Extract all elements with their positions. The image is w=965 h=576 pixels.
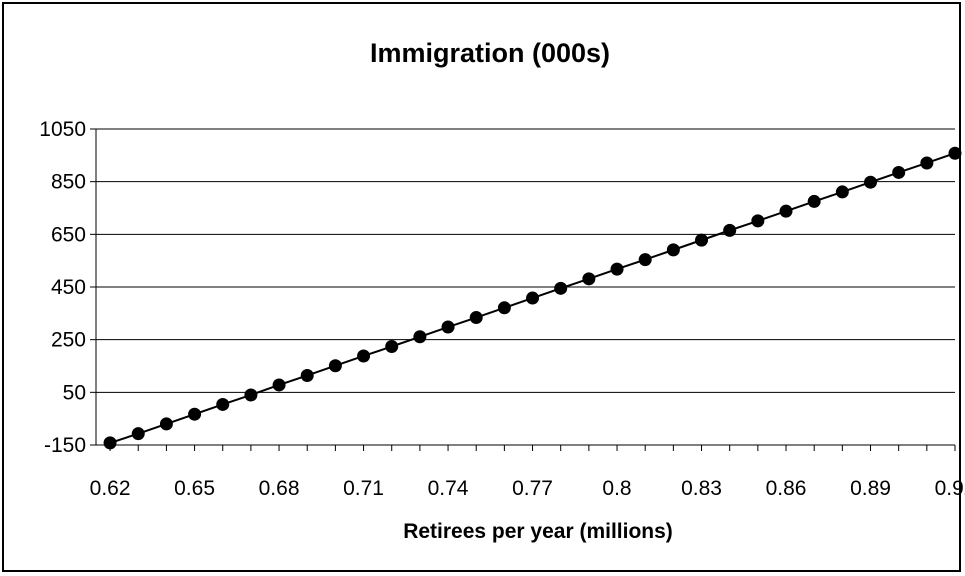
y-tick-labels: 1050 850 650 450 250 50 -150 [39, 118, 86, 457]
x-tick-label: 0.86 [766, 477, 807, 500]
data-point [216, 397, 230, 411]
data-point [497, 301, 511, 315]
data-point [441, 320, 455, 334]
data-point [103, 436, 117, 450]
data-point [948, 146, 962, 160]
y-tick-label: 450 [51, 276, 86, 299]
data-point [244, 388, 258, 402]
x-tick-label: 0.65 [174, 477, 215, 500]
x-tick-label: 0.83 [681, 477, 722, 500]
data-point [554, 281, 568, 295]
data-point [188, 407, 202, 421]
data-point [864, 175, 878, 189]
x-tick-label: 0.68 [259, 477, 300, 500]
data-point [723, 223, 737, 237]
data-point [835, 185, 849, 199]
data-point [385, 340, 399, 354]
x-tick-label: 0.92 [935, 477, 965, 500]
data-point [892, 165, 906, 179]
axes [90, 128, 956, 451]
data-point [695, 233, 709, 247]
x-tick-label: 0.62 [90, 477, 131, 500]
data-point [413, 330, 427, 344]
chart-title: Immigration (000s) [370, 38, 610, 68]
data-point [357, 349, 371, 363]
data-point [610, 262, 624, 276]
data-point [328, 359, 342, 373]
x-axis-title: Retirees per year (millions) [403, 520, 673, 543]
x-tick-label: 0.74 [428, 477, 469, 500]
y-tick-label: -150 [44, 434, 86, 457]
data-point [526, 291, 540, 305]
data-point [807, 194, 821, 208]
x-tick-label: 0.71 [343, 477, 384, 500]
data-point [779, 204, 793, 218]
y-tick-label: 850 [51, 171, 86, 194]
data-point [159, 417, 173, 431]
data-point [469, 311, 483, 325]
y-tick-label: 650 [51, 223, 86, 246]
data-point [751, 214, 765, 228]
y-tick-label: 1050 [39, 118, 86, 141]
x-tick-labels: 0.62 0.65 0.68 0.71 0.74 0.77 0.8 0.83 0.86 0.89 0… [90, 477, 965, 500]
x-tick-label: 0.89 [850, 477, 891, 500]
y-tick-label: 250 [51, 329, 86, 352]
series-group [103, 146, 962, 450]
gridlines [96, 128, 955, 393]
x-tick-label: 0.77 [512, 477, 553, 500]
data-point [666, 243, 680, 257]
data-point [582, 272, 596, 286]
x-tick-label: 0.8 [602, 477, 631, 500]
data-point [131, 427, 145, 441]
y-tick-label: 50 [63, 381, 86, 404]
data-point [920, 156, 934, 170]
data-point [272, 378, 286, 392]
data-point [300, 368, 314, 382]
data-point [638, 253, 652, 267]
